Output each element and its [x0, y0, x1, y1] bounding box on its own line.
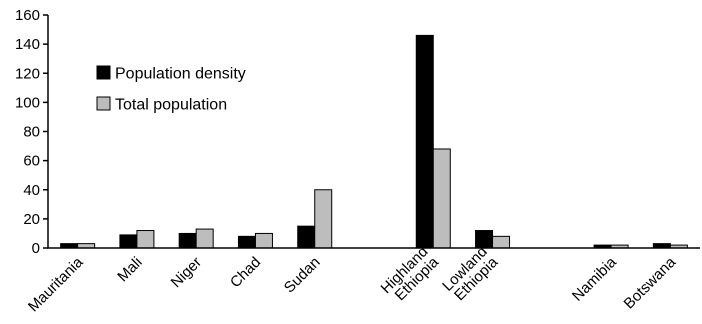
- y-axis-ticks: 0 20 40 60 80 100 120 140 160: [15, 7, 48, 257]
- x-category-label: Namibia: [569, 253, 620, 304]
- x-category-label: Botswana: [621, 253, 680, 312]
- x-category-label-line: Botswana: [621, 253, 680, 312]
- x-category-label-line: Niger: [168, 254, 205, 291]
- bar-density-4: [297, 225, 316, 249]
- bar-density-1: [119, 234, 138, 249]
- x-category-label: Mauritania: [25, 253, 87, 315]
- y-tick-label: 80: [23, 124, 40, 141]
- bar-density-3: [237, 235, 256, 249]
- y-tick-label: 40: [23, 182, 40, 199]
- y-tick-label: 140: [15, 36, 40, 53]
- x-category-label: Niger: [168, 254, 205, 291]
- bar-population-6: [432, 148, 451, 249]
- legend-swatch-density: [96, 65, 111, 80]
- legend-swatch-population: [96, 96, 111, 111]
- y-tick-label: 60: [23, 153, 40, 170]
- bar-density-6: [415, 34, 434, 249]
- bar-population-7: [492, 235, 511, 249]
- x-category-label: LowlandEthiopia: [439, 243, 502, 306]
- x-category-label: Mali: [114, 254, 145, 285]
- legend-label-population: Total population: [115, 97, 227, 114]
- bar-population-4: [314, 189, 333, 249]
- x-category-label: Chad: [227, 254, 264, 291]
- x-category-label-line: Namibia: [569, 253, 620, 304]
- bar-population-2: [195, 228, 214, 249]
- x-category-label-line: Chad: [227, 254, 264, 291]
- y-tick-label: 120: [15, 65, 40, 82]
- x-category-label: Sudan: [281, 254, 324, 297]
- x-category-label: HighlandEthiopia: [378, 243, 443, 308]
- x-category-label-line: Sudan: [281, 254, 324, 297]
- x-axis-labels: Mauritania Mali Niger Chad Sudan HighlandEthi…: [25, 243, 680, 315]
- legend-label-density: Population density: [115, 66, 246, 83]
- axes: [47, 15, 700, 249]
- x-category-label-line: Mauritania: [25, 253, 87, 315]
- y-tick-label: 100: [15, 94, 40, 111]
- bar-population-1: [136, 230, 155, 249]
- y-tick-label: 160: [15, 7, 40, 24]
- y-tick-label: 20: [23, 211, 40, 228]
- bar-population-3: [254, 232, 273, 249]
- bar-density-2: [178, 232, 197, 249]
- y-tick-label: 0: [32, 240, 40, 257]
- legend: Population density Total population: [96, 65, 246, 114]
- x-category-label-line: Mali: [114, 254, 145, 285]
